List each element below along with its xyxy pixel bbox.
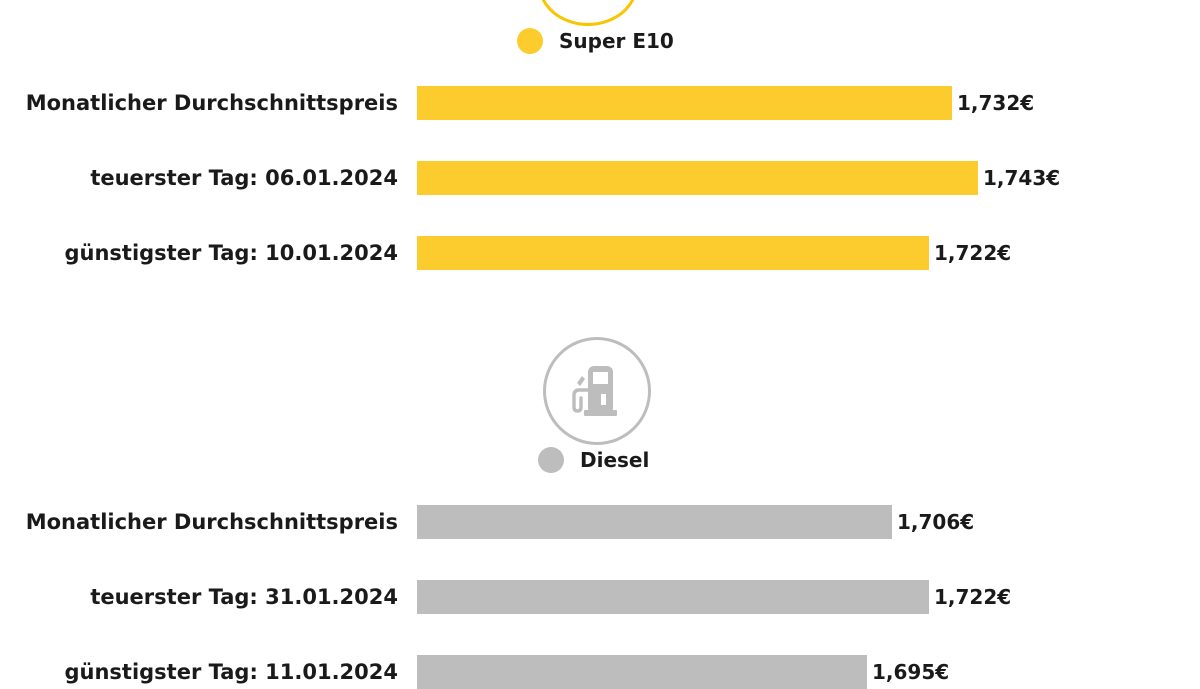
e10-category-label: günstigster Tag: 10.01.2024 bbox=[64, 241, 398, 265]
e10-category-label: teuerster Tag: 06.01.2024 bbox=[90, 166, 398, 190]
legend-label-diesel: Diesel bbox=[580, 448, 650, 472]
e10-category-label: Monatlicher Durchschnittspreis bbox=[25, 91, 398, 115]
diesel-value-label: 1,695€ bbox=[872, 660, 950, 684]
diesel-value-label: 1,706€ bbox=[897, 510, 975, 534]
e10-bar bbox=[417, 161, 978, 195]
diesel-category-label: günstigster Tag: 11.01.2024 bbox=[64, 660, 398, 684]
legend-label-super-e10: Super E10 bbox=[559, 29, 674, 53]
diesel-category-label: teuerster Tag: 31.01.2024 bbox=[90, 585, 398, 609]
diesel-bar bbox=[417, 505, 892, 539]
legend-super-e10: Super E10 bbox=[517, 28, 674, 54]
diesel-category-label: Monatlicher Durchschnittspreis bbox=[25, 510, 398, 534]
diesel-value-label: 1,722€ bbox=[934, 585, 1012, 609]
e10-bar bbox=[417, 236, 929, 270]
e10-fuel-pump-icon bbox=[538, 0, 638, 26]
diesel-fuel-pump-icon bbox=[543, 337, 651, 445]
legend-dot-diesel bbox=[538, 447, 564, 473]
fuel-price-chart: Super E10 Diesel Monatlicher Durchschnit… bbox=[25, 0, 1061, 689]
e10-bar bbox=[417, 86, 952, 120]
diesel-bar bbox=[417, 580, 929, 614]
e10-value-label: 1,722€ bbox=[934, 241, 1012, 265]
fuel-pump-icon bbox=[572, 366, 617, 416]
e10-value-label: 1,743€ bbox=[983, 166, 1061, 190]
legend-dot-super-e10 bbox=[517, 28, 543, 54]
diesel-bar bbox=[417, 655, 867, 689]
e10-value-label: 1,732€ bbox=[957, 91, 1035, 115]
legend-diesel: Diesel bbox=[538, 447, 649, 473]
